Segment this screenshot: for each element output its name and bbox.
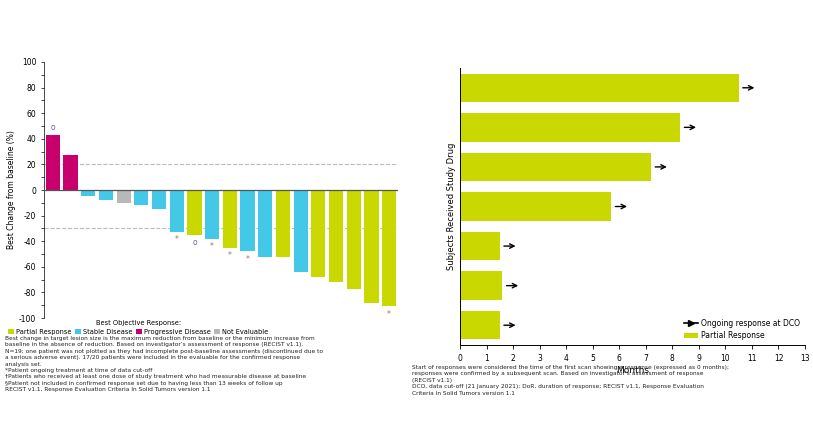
Bar (346, 190, 361, 289)
Bar (364, 190, 379, 303)
Bar (223, 190, 237, 248)
Y-axis label: Best Change from baseline (%): Best Change from baseline (%) (7, 131, 16, 249)
Text: *: * (228, 251, 232, 260)
Bar (152, 190, 166, 209)
Legend: Partial Response, Stable Disease, Progressive Disease, Not Evaluable: Partial Response, Stable Disease, Progre… (8, 320, 268, 335)
Bar (170, 190, 184, 232)
Bar (116, 190, 131, 203)
Text: Figure 3. Duration of response: Figure 3. Duration of response (420, 21, 624, 34)
Text: Figure 2. Best percentage change from
baseline (efficacy analysis set†): Figure 2. Best percentage change from ba… (10, 15, 250, 37)
Bar (187, 190, 202, 235)
Bar (81, 190, 95, 196)
Bar (460, 73, 739, 102)
Bar (205, 190, 220, 238)
Bar (259, 190, 272, 257)
Bar (134, 190, 149, 205)
Bar (241, 190, 254, 251)
Bar (460, 113, 680, 142)
Bar (460, 311, 500, 340)
Bar (276, 190, 290, 257)
Bar (63, 155, 77, 190)
Text: *: * (246, 255, 250, 264)
Bar (460, 232, 500, 260)
Bar (293, 190, 308, 272)
Bar (311, 190, 325, 277)
Legend: Ongoing response at DCO, Partial Response: Ongoing response at DCO, Partial Respons… (680, 315, 803, 344)
Bar (382, 190, 396, 307)
Text: o: o (50, 123, 55, 132)
Bar (46, 135, 60, 190)
X-axis label: Months: Months (616, 366, 649, 375)
Bar (460, 192, 611, 221)
Y-axis label: Subjects Received Study Drug: Subjects Received Study Drug (447, 143, 456, 270)
Bar (329, 190, 343, 282)
Text: *: * (175, 235, 179, 245)
Bar (460, 153, 651, 181)
Text: *: * (211, 242, 214, 251)
Text: Start of responses were considered the time of the first scan showing a response: Start of responses were considered the t… (412, 365, 729, 396)
Text: o: o (192, 238, 197, 247)
Bar (99, 190, 113, 200)
Bar (460, 271, 502, 300)
Text: *: * (387, 310, 391, 319)
Text: Best change in target lesion size is the maximum reduction from baseline or the : Best change in target lesion size is the… (5, 336, 323, 392)
